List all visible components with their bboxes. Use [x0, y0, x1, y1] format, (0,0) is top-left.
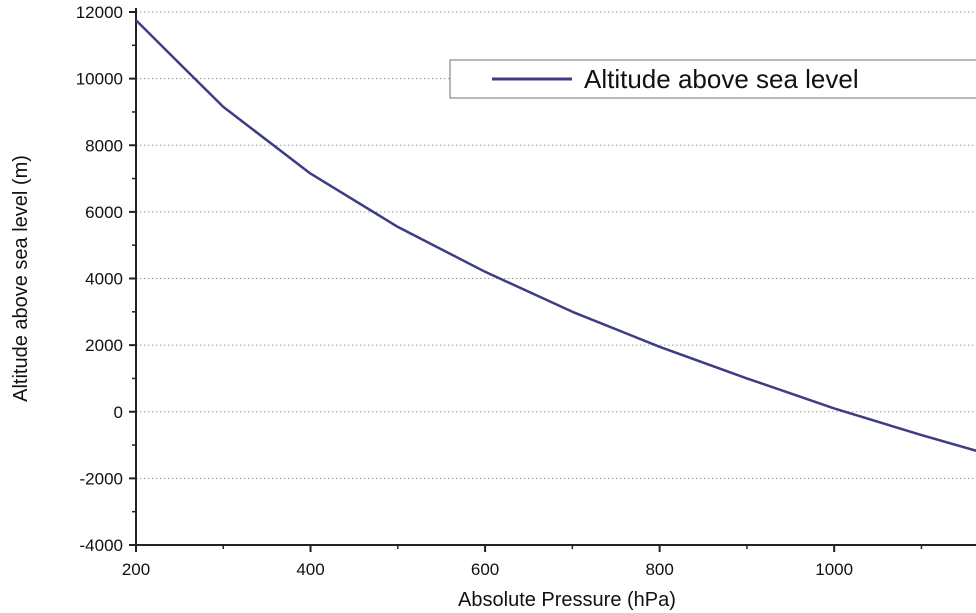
y-tick-label: 12000: [76, 3, 123, 22]
x-tick-label: 400: [296, 560, 324, 579]
y-tick-label: 8000: [85, 136, 123, 155]
y-axis-ticks: -4000 -2000 0 2000 4000 6000 8000 10000 12000: [76, 3, 136, 555]
axes: [135, 8, 976, 546]
grid-lines: [136, 11, 976, 479]
x-tick-label: 1000: [815, 560, 853, 579]
y-tick-label: 10000: [76, 70, 123, 89]
y-tick-label: 0: [114, 403, 123, 422]
series-line-altitude: [135, 19, 976, 453]
series-layer: [135, 19, 976, 453]
y-tick-label: 2000: [85, 336, 123, 355]
x-axis-ticks: 20040060080010001200: [122, 545, 923, 579]
x-tick-label: 200: [122, 560, 150, 579]
x-tick-label: 600: [471, 560, 499, 579]
y-tick-label: -4000: [80, 536, 123, 555]
legend: Altitude above sea level: [449, 59, 976, 99]
y-axis-title: Altitude above sea level (m): [10, 155, 32, 402]
x-axis-title: Absolute Pressure (hPa): [458, 589, 676, 611]
y-tick-label: 4000: [85, 270, 123, 289]
legend-label: Altitude above sea level: [584, 64, 859, 94]
x-tick-label: 800: [645, 560, 673, 579]
y-tick-label: 6000: [85, 203, 123, 222]
y-tick-label: -2000: [80, 469, 123, 488]
